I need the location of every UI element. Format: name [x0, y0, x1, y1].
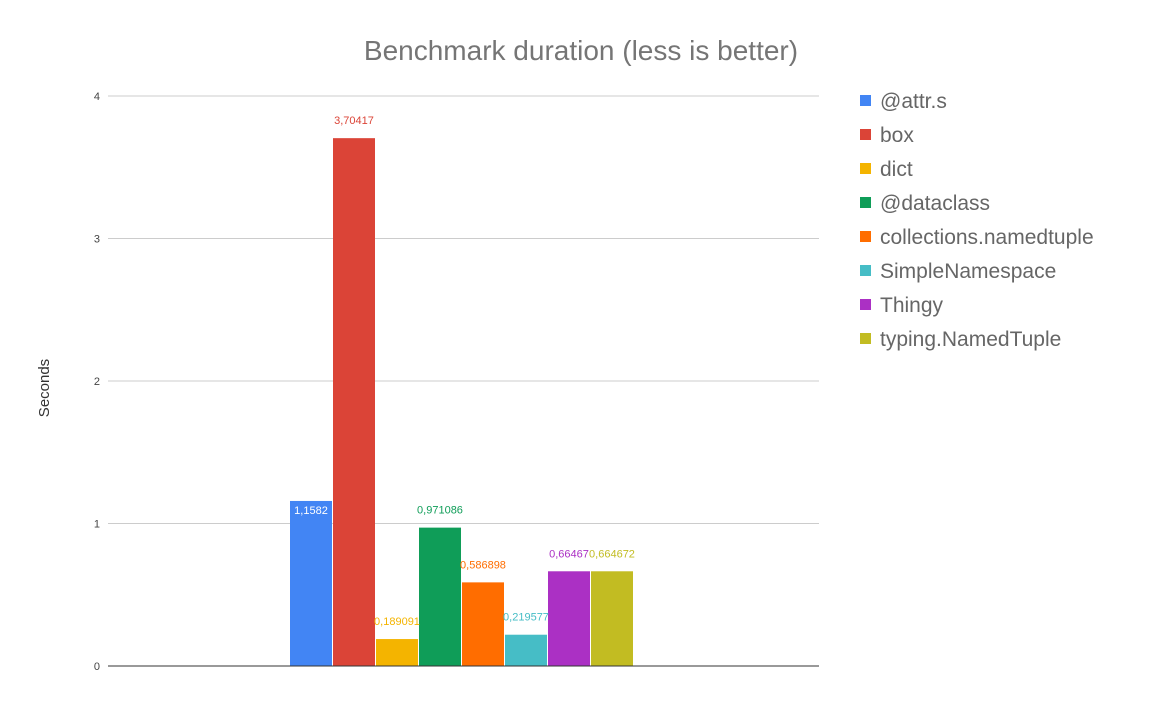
legend-swatch	[860, 333, 871, 344]
legend-label: dict	[880, 158, 913, 181]
data-label: 0,66467	[549, 548, 589, 560]
legend-swatch	[860, 265, 871, 276]
y-tick-label: 0	[94, 661, 100, 673]
chart-title: Benchmark duration (less is better)	[364, 35, 798, 66]
bar-attr-s	[290, 500, 332, 666]
bar-typing-namedtuple	[591, 571, 633, 666]
data-label: 3,70417	[334, 115, 374, 127]
data-label: 0,664672	[589, 548, 635, 560]
gridlines	[108, 95, 819, 524]
bar-thingy	[548, 571, 590, 666]
legend-swatch	[860, 231, 871, 242]
legend-label: @attr.s	[880, 90, 947, 113]
legend-label: Thingy	[880, 294, 944, 317]
data-label: 1,1582	[294, 505, 328, 517]
data-label: 0,189091	[374, 616, 420, 628]
bar-box	[333, 138, 375, 667]
y-axis-label: Seconds	[36, 359, 53, 417]
y-axis-ticks: 0 1 2 3 4	[94, 91, 100, 673]
bars	[290, 138, 633, 667]
legend-swatch	[860, 299, 871, 310]
bar-simplenamespace	[505, 634, 547, 666]
y-tick-label: 2	[94, 376, 100, 388]
bar-collections-namedtuple	[462, 582, 504, 666]
data-label: 0,219577	[503, 612, 549, 624]
legend-label: @dataclass	[880, 192, 990, 215]
data-labels: 1,1582 3,70417 0,189091 0,971086 0,586898 0,2…	[294, 115, 635, 628]
legend-label: SimpleNamespace	[880, 260, 1056, 283]
y-tick-label: 1	[94, 519, 100, 531]
legend-swatch	[860, 197, 871, 208]
legend-label: collections.namedtuple	[880, 226, 1094, 249]
bar-dict	[376, 639, 418, 666]
legend-swatch	[860, 95, 871, 106]
legend: @attr.s box dict @dataclass collections.name…	[860, 90, 1094, 351]
data-label: 0,971086	[417, 505, 463, 517]
bar-dataclass	[419, 527, 461, 666]
y-tick-label: 4	[94, 91, 100, 103]
legend-label: box	[880, 124, 914, 147]
data-label: 0,586898	[460, 559, 506, 571]
legend-swatch	[860, 163, 871, 174]
legend-swatch	[860, 129, 871, 140]
y-tick-label: 3	[94, 234, 100, 246]
legend-label: typing.NamedTuple	[880, 328, 1061, 351]
